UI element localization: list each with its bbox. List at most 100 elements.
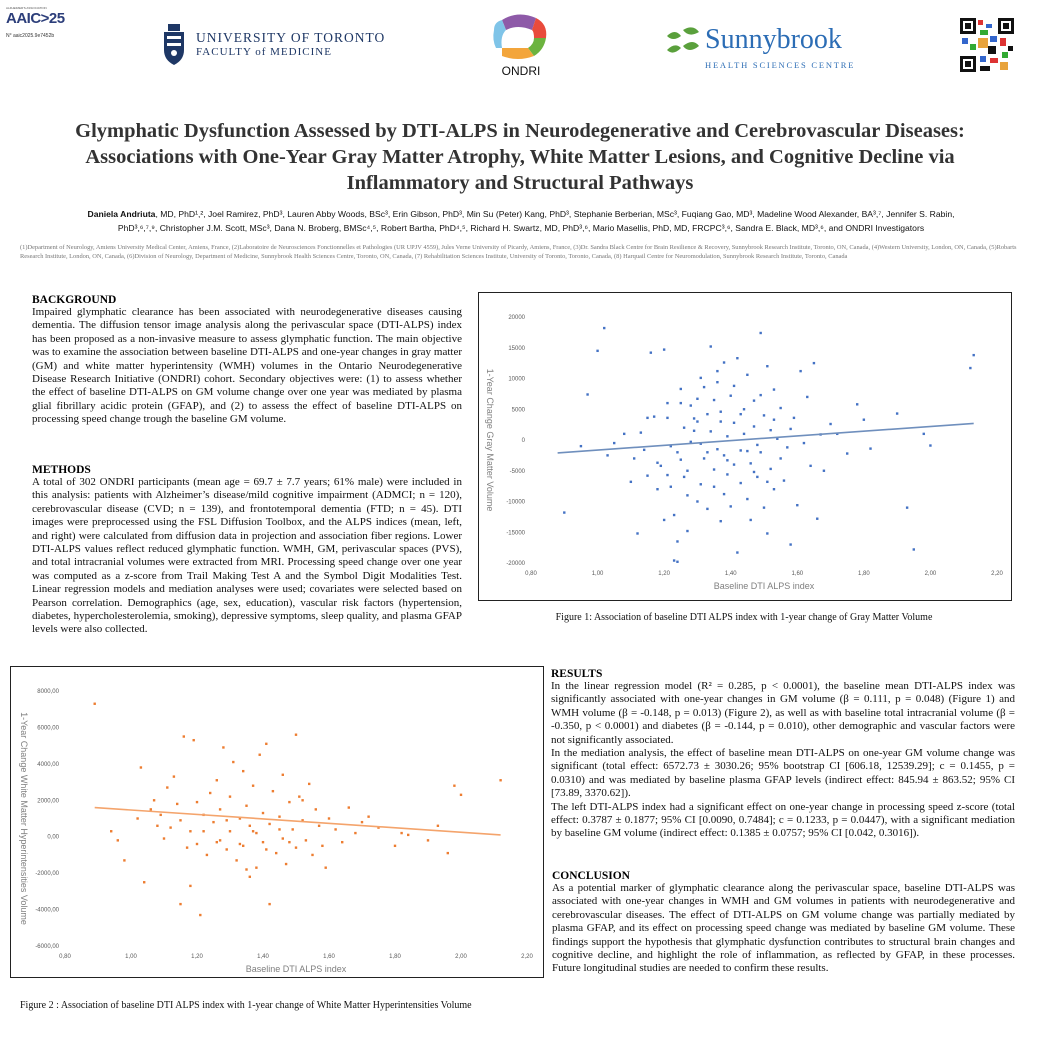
data-point	[719, 410, 722, 413]
y-tick-label: -6000,00	[35, 944, 59, 950]
data-point	[846, 452, 849, 455]
y-tick-label: -10000	[506, 500, 525, 506]
data-point	[304, 839, 308, 842]
data-point	[284, 862, 288, 866]
y-tick-label: -2000,00	[35, 871, 59, 877]
data-point	[632, 457, 636, 460]
data-point	[209, 791, 212, 795]
data-point	[726, 435, 729, 438]
data-point	[603, 326, 606, 330]
data-point	[812, 361, 816, 365]
data-point	[666, 416, 669, 420]
data-point	[324, 866, 327, 869]
figure-2-chart: 0,80 1,00 1,20 1,40 1,60 1,80 2,00 2,20 -6000,00…	[10, 666, 544, 978]
data-point	[905, 506, 909, 509]
data-point	[586, 393, 589, 396]
x-tick-label: 2,20	[991, 571, 1003, 577]
data-point	[110, 830, 113, 833]
data-point	[686, 494, 689, 497]
data-point	[139, 766, 143, 769]
data-point	[629, 480, 633, 484]
data-point	[499, 779, 502, 782]
data-point	[672, 559, 676, 562]
data-point	[969, 366, 972, 370]
data-point	[699, 483, 702, 486]
data-point	[225, 819, 228, 822]
data-point	[732, 384, 736, 388]
data-point	[736, 357, 739, 360]
data-point	[446, 851, 449, 855]
data-point	[699, 376, 702, 380]
data-point	[156, 824, 159, 827]
data-point	[742, 432, 746, 436]
qr-code-icon[interactable]	[958, 16, 1016, 74]
data-point	[709, 430, 712, 433]
data-point	[298, 795, 301, 798]
x-tick-label: 1,60	[791, 571, 803, 577]
y-tick-label: 0,00	[47, 835, 59, 841]
x-tick-label: 1,00	[592, 571, 604, 577]
data-point	[696, 500, 699, 503]
data-point	[669, 444, 672, 448]
data-point	[613, 441, 616, 445]
data-point	[172, 775, 176, 778]
conclusion-text: As a potential marker of glymphatic clea…	[552, 882, 1015, 975]
author-list: Daniela Andriuta, MD, PhD¹,², Joel Ramir…	[36, 208, 1006, 235]
figure-1-chart: 0,80 1,00 1,20 1,40 1,60 1,80 2,00 2,20 -20000 -1…	[478, 292, 1012, 601]
data-point	[162, 837, 166, 840]
poster-title: Glymphatic Dysfunction Assessed by DTI-A…	[30, 118, 1010, 196]
data-point	[716, 448, 719, 451]
y-tick-label: -15000	[506, 530, 525, 536]
data-point	[308, 782, 311, 786]
data-point	[268, 902, 271, 906]
data-point	[251, 784, 255, 787]
data-point	[301, 799, 304, 802]
data-point	[400, 831, 403, 835]
data-point	[679, 458, 682, 461]
data-point	[862, 418, 866, 421]
uoft-faculty: FACULTY of MEDICINE	[196, 46, 332, 58]
data-point	[341, 840, 344, 844]
data-point	[669, 485, 672, 488]
data-point	[649, 351, 653, 354]
methods-text: A total of 302 ONDRI participants (mean …	[32, 476, 462, 636]
data-point	[245, 804, 248, 807]
title-line-2: Associations with One-Year Gray Matter A…	[85, 146, 955, 168]
data-point	[746, 449, 749, 453]
trend-line	[94, 806, 501, 836]
aaic-logo: ALZHEIMER'S ASSOCIATION AAIC>25 N° aaic2…	[6, 6, 66, 39]
data-point	[288, 840, 291, 844]
data-point	[258, 753, 261, 756]
data-point	[261, 811, 265, 815]
data-point	[265, 742, 268, 746]
data-point	[696, 420, 699, 423]
x-tick-label: 1,60	[323, 954, 335, 960]
data-point	[195, 800, 199, 804]
data-point	[759, 451, 762, 454]
data-point	[317, 824, 321, 827]
data-point	[321, 844, 324, 848]
data-point	[712, 468, 716, 471]
x-tick-label: 0,80	[525, 571, 537, 577]
data-point	[311, 853, 314, 857]
data-point	[722, 361, 726, 364]
x-tick-label: 1,40	[257, 954, 269, 960]
data-point	[189, 830, 192, 833]
aaic-logo-text: AAIC>25	[6, 10, 65, 27]
data-point	[702, 457, 706, 460]
data-point	[235, 859, 238, 862]
data-point	[271, 789, 275, 793]
trend-line	[557, 422, 974, 454]
data-point	[159, 813, 162, 817]
data-point	[301, 819, 304, 822]
data-point	[377, 826, 380, 829]
data-point	[218, 839, 222, 842]
data-point	[182, 735, 185, 738]
data-point	[869, 447, 872, 450]
data-point	[248, 875, 251, 878]
data-point	[261, 840, 265, 844]
data-point	[212, 820, 215, 824]
data-point	[407, 833, 410, 837]
data-point	[772, 418, 776, 421]
uoft-name: UNIVERSITY OF TORONTO	[196, 30, 386, 45]
